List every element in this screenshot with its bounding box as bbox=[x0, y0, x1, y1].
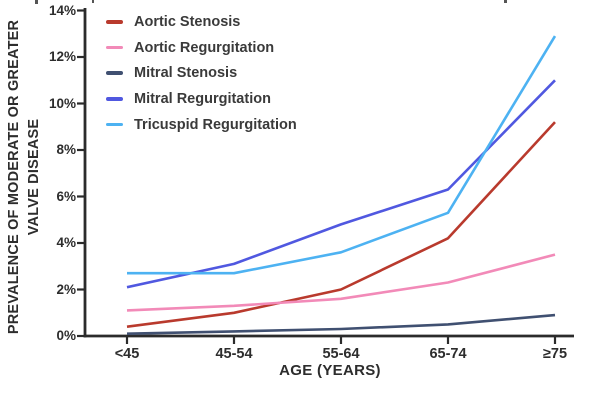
legend-label: Tricuspid Regurgitation bbox=[134, 116, 297, 133]
series-line-aortic-regurgitation bbox=[126, 253, 556, 312]
legend-item: Mitral Regurgitation bbox=[106, 86, 297, 112]
y-tick-label: 14% bbox=[48, 2, 76, 18]
cropped-title-remnant bbox=[92, 0, 94, 3]
legend-item: Aortic Stenosis bbox=[106, 9, 297, 35]
legend-label: Mitral Stenosis bbox=[134, 65, 238, 82]
legend-item: Tricuspid Regurgitation bbox=[106, 112, 297, 138]
y-tick-label: 8% bbox=[56, 142, 76, 157]
series-line-tricuspid-regurgitation bbox=[127, 35, 557, 275]
x-axis-title: AGE (YEARS) bbox=[279, 362, 381, 379]
y-tick-label: 4% bbox=[56, 235, 76, 250]
series-line-aortic-stenosis bbox=[126, 121, 556, 328]
cropped-title-remnant bbox=[35, 0, 38, 4]
y-tick-label: 6% bbox=[56, 188, 76, 204]
legend-swatch-icon bbox=[106, 71, 123, 76]
legend-item: Aortic Regurgitation bbox=[106, 35, 297, 61]
legend-swatch-icon bbox=[106, 45, 123, 50]
legend-swatch-icon bbox=[106, 122, 123, 127]
legend-swatch-icon bbox=[106, 20, 123, 24]
y-tick-label: 12% bbox=[48, 49, 76, 64]
x-tick-label: 45-54 bbox=[215, 346, 253, 362]
legend-label: Mitral Regurgitation bbox=[134, 90, 271, 107]
x-tick-label: 55-64 bbox=[322, 346, 360, 362]
x-tick-label: <45 bbox=[114, 346, 140, 362]
legend: Aortic Stenosis Aortic Regurgitation Mitra… bbox=[106, 9, 297, 137]
x-tick-label: ≥75 bbox=[542, 346, 568, 362]
legend-label: Aortic Regurgitation bbox=[134, 39, 275, 56]
y-tick-label: 10% bbox=[48, 95, 76, 111]
x-tick-label: 65-74 bbox=[429, 346, 467, 362]
y-tick-label: 0% bbox=[56, 328, 76, 343]
legend-label: Aortic Stenosis bbox=[134, 13, 241, 30]
legend-swatch-icon bbox=[106, 97, 123, 101]
cropped-title-remnant bbox=[504, 0, 507, 3]
y-tick-label: 2% bbox=[56, 281, 76, 297]
legend-item: Mitral Stenosis bbox=[106, 60, 297, 86]
series-line-mitral-stenosis bbox=[126, 313, 556, 335]
